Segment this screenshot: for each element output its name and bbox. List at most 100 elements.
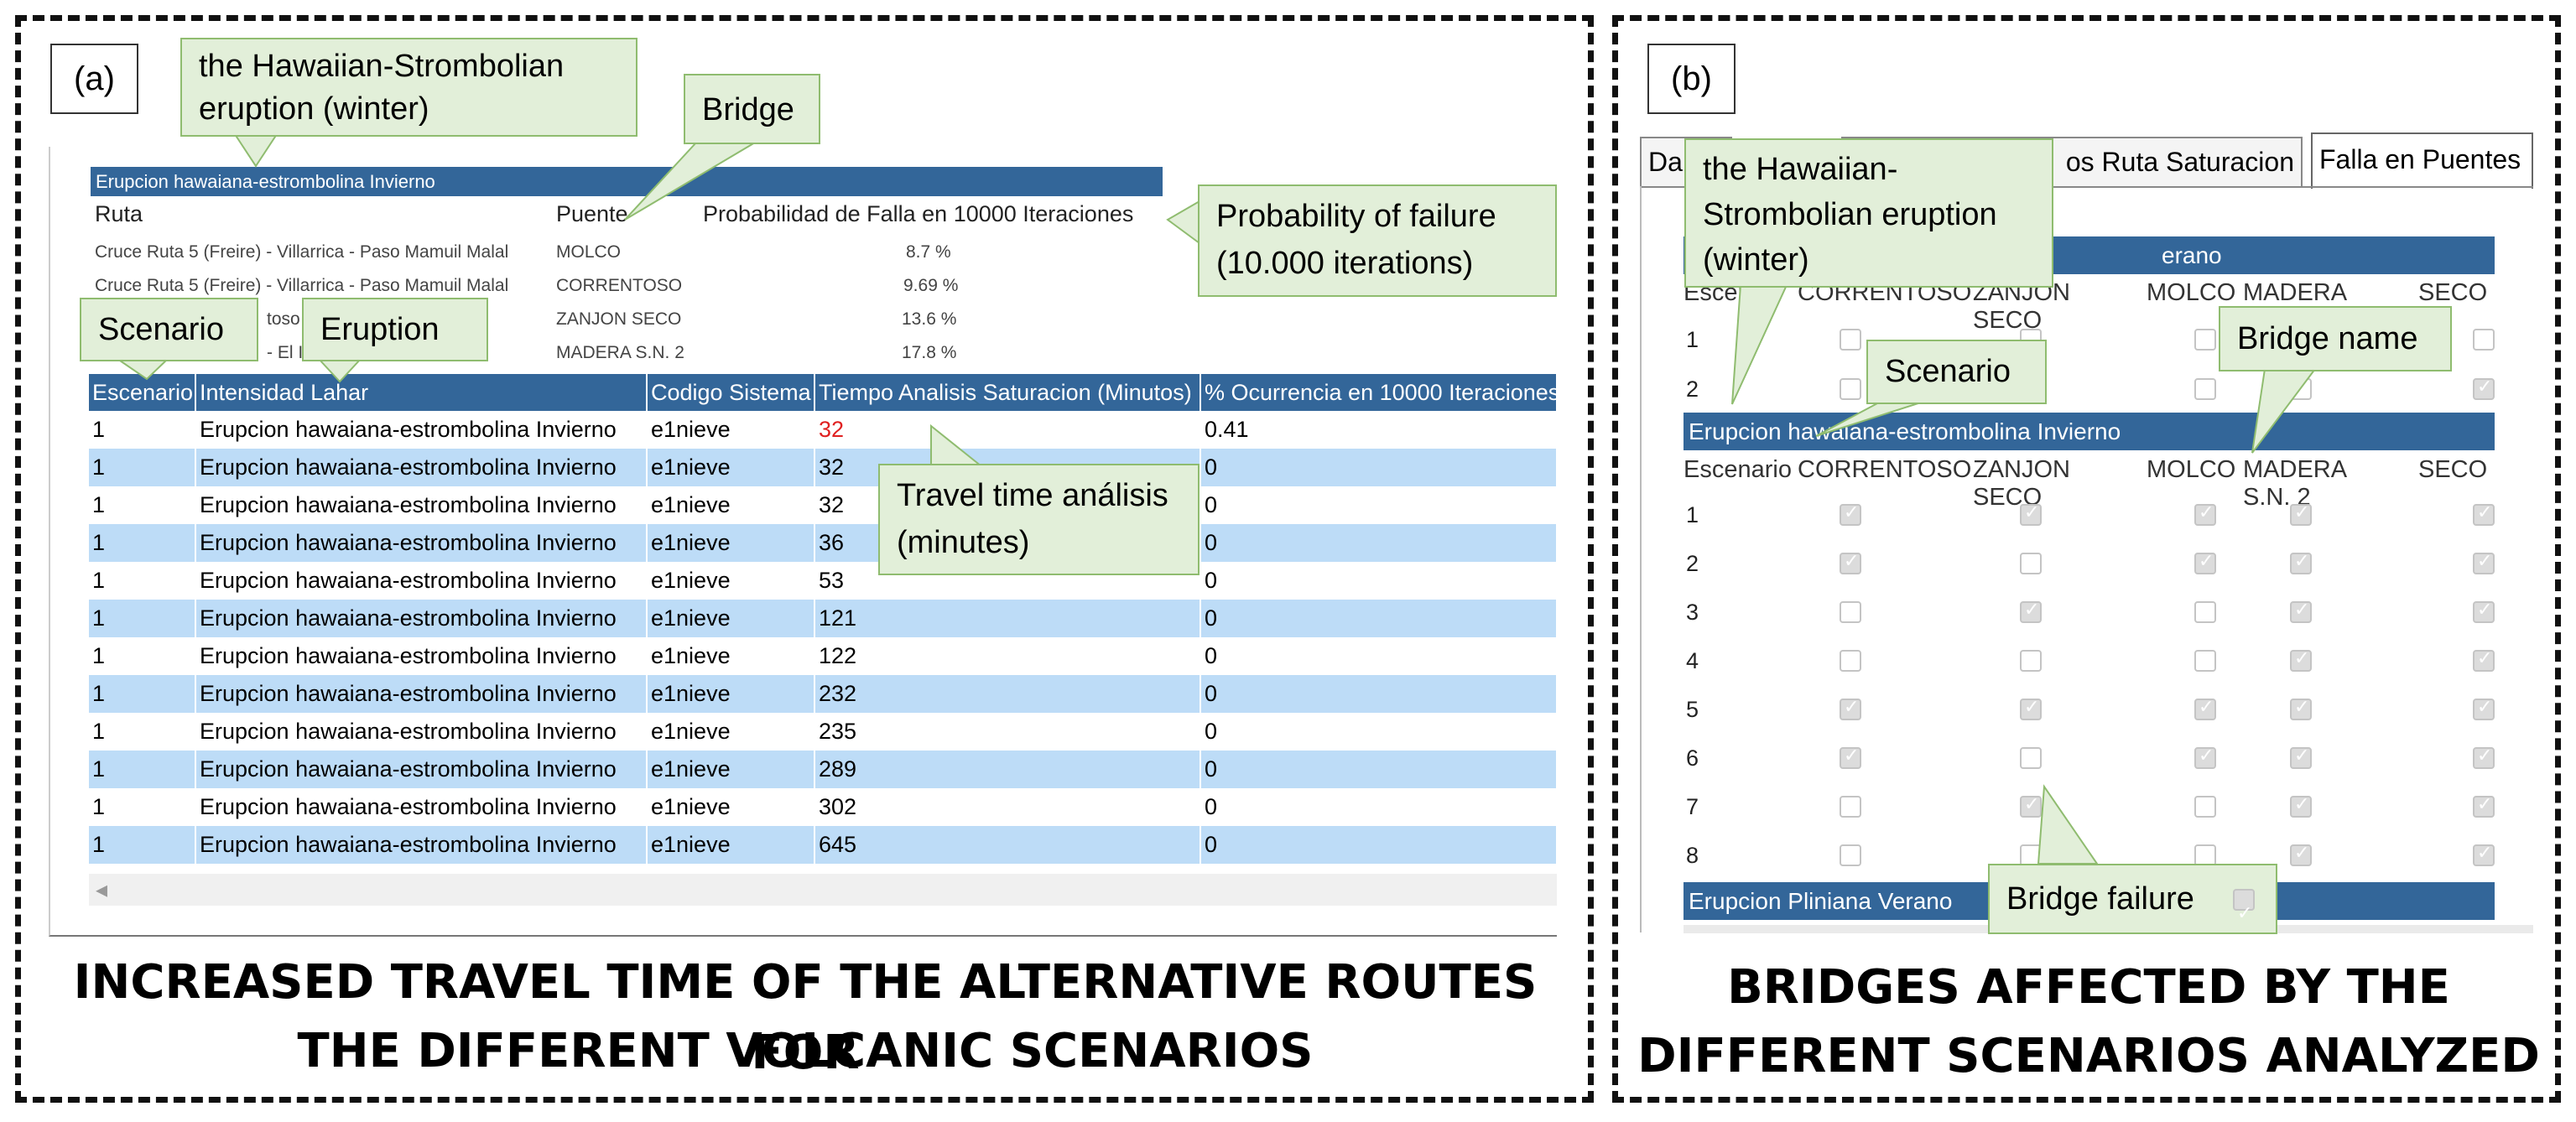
bridge-failure-checkbox[interactable] xyxy=(2473,745,2495,769)
cell-codigo: e1nieve xyxy=(647,600,815,637)
col-intensidad[interactable]: Intensidad Lahar xyxy=(195,374,648,411)
horizontal-scrollbar[interactable]: ◂ xyxy=(89,874,1557,906)
cell-escenario: 1 xyxy=(89,449,196,486)
col-molco: MOLCO xyxy=(2147,279,2236,306)
bridge-failure-checkbox[interactable] xyxy=(2194,378,2216,400)
bridge-failure-checkbox[interactable] xyxy=(1840,844,1861,866)
bridge-failure-checkbox[interactable] xyxy=(2194,745,2216,769)
bridge-failure-checkbox[interactable] xyxy=(2473,648,2495,672)
table-row[interactable]: 1 Erupcion hawaiana-estrombolina Invierno… xyxy=(89,751,1558,788)
prob-row-ruta: - El I xyxy=(267,343,304,362)
prob-row-puente: MOLCO xyxy=(556,242,622,262)
bridge-failure-checkbox[interactable] xyxy=(1840,601,1861,623)
bridge-failure-checkbox[interactable] xyxy=(2473,329,2495,351)
bridge-failure-checkbox[interactable] xyxy=(2290,697,2312,720)
col-codigo[interactable]: Codigo Sistema xyxy=(647,374,815,411)
bridge-failure-checkbox[interactable] xyxy=(2473,600,2495,623)
bridge-failure-checkbox[interactable] xyxy=(1840,796,1861,818)
cell-ocurrencia: 0 xyxy=(1200,486,1558,524)
cell-escenario: 1 xyxy=(89,411,196,449)
tab-falla-puentes[interactable]: Falla en Puentes xyxy=(2311,132,2533,189)
bridge-failure-checkbox[interactable] xyxy=(2194,601,2216,623)
bridge-failure-checkbox[interactable] xyxy=(2194,650,2216,672)
table-row[interactable]: 1 Erupcion hawaiana-estrombolina Invierno… xyxy=(89,562,1558,600)
bridge-failure-checkbox[interactable] xyxy=(2194,502,2216,526)
cell-codigo: e1nieve xyxy=(647,675,815,713)
col-seco: SECO xyxy=(2418,456,2488,483)
bridge-failure-checkbox[interactable] xyxy=(2194,329,2216,351)
table-row[interactable]: 1 Erupcion hawaiana-estrombolina Invierno… xyxy=(89,600,1558,637)
bridge-failure-checkbox[interactable] xyxy=(2473,551,2495,574)
bridge-failure-checkbox[interactable] xyxy=(2020,600,2042,623)
table-row[interactable]: 1 Erupcion hawaiana-estrombolina Invierno… xyxy=(89,788,1558,826)
cell-escenario: 1 xyxy=(89,637,196,675)
callout-eruption: Eruption xyxy=(302,298,488,361)
bridge-failure-checkbox[interactable] xyxy=(2020,697,2042,720)
prob-row-puente: ZANJON SECO xyxy=(556,309,682,329)
table-row[interactable]: 1 Erupcion hawaiana-estrombolina Invierno… xyxy=(89,637,1558,675)
cell-tiempo: 302 xyxy=(814,788,1201,826)
callout-bridge-name: Bridge name xyxy=(2219,306,2452,371)
callout-bridge: Bridge xyxy=(684,74,820,144)
caption-a-line2: THE DIFFERENT VOLCANIC SCENARIOS xyxy=(297,1024,1314,1078)
bridge-failure-checkbox[interactable] xyxy=(2290,551,2312,574)
bridge-failure-checkbox[interactable] xyxy=(1840,745,1861,769)
bridge-failure-checkbox[interactable] xyxy=(1840,650,1861,672)
bridge-failure-checkbox[interactable] xyxy=(2290,648,2312,672)
bridge-failure-checkbox[interactable] xyxy=(2020,747,2042,769)
bridge-failure-checkbox[interactable] xyxy=(2290,843,2312,866)
table-row[interactable]: 1 Erupcion hawaiana-estrombolina Invierno… xyxy=(89,675,1558,713)
bridge-failure-checkbox[interactable] xyxy=(2194,796,2216,818)
table-row[interactable]: 1 Erupcion hawaiana-estrombolina Invierno… xyxy=(89,826,1558,864)
cell-codigo: e1nieve xyxy=(647,751,815,788)
bridge-failure-checkbox[interactable] xyxy=(2020,794,2042,818)
bridge-failure-checkbox[interactable] xyxy=(2194,844,2216,866)
bridge-failure-checkbox[interactable] xyxy=(2290,745,2312,769)
bridge-failure-checkbox[interactable] xyxy=(2473,697,2495,720)
bridge-failure-checkbox[interactable] xyxy=(2290,502,2312,526)
bridge-failure-checkbox[interactable] xyxy=(2473,794,2495,818)
bridge-failure-checkbox[interactable] xyxy=(2473,502,2495,526)
col-ocurrencia[interactable]: % Ocurrencia en 10000 Iteraciones xyxy=(1200,374,1558,411)
prob-row-puente: MADERA S.N. 2 xyxy=(556,343,684,362)
panel-b-frame xyxy=(1612,15,2561,1103)
cell-codigo: e1nieve xyxy=(647,524,815,562)
bridge-failure-checkbox[interactable] xyxy=(2473,843,2495,866)
cell-tiempo: 235 xyxy=(814,713,1201,751)
bridge-failure-checkbox[interactable] xyxy=(2194,551,2216,574)
bridge-failure-checkbox[interactable] xyxy=(2020,502,2042,526)
bridge-failure-checkbox[interactable] xyxy=(1840,378,1861,400)
cell-intensidad: Erupcion hawaiana-estrombolina Invierno xyxy=(195,637,648,675)
cell-tiempo: 645 xyxy=(814,826,1201,864)
cell-escenario: 1 xyxy=(89,788,196,826)
bridge-failure-checkbox[interactable] xyxy=(2290,794,2312,818)
callout-scenario-b: Scenario xyxy=(1866,340,2047,404)
prob-row-ruta: Cruce Ruta 5 (Freire) - Villarrica - Pas… xyxy=(95,242,509,262)
cell-intensidad: Erupcion hawaiana-estrombolina Invierno xyxy=(195,449,648,486)
bridge-failure-checkbox[interactable] xyxy=(2194,697,2216,720)
col-correntoso: CORRENTOSO xyxy=(1798,456,1972,483)
bridge-failure-checkbox[interactable] xyxy=(1840,697,1861,720)
bridge-failure-checkbox[interactable] xyxy=(1840,502,1861,526)
table-row[interactable]: 1 Erupcion hawaiana-estrombolina Invierno… xyxy=(89,411,1558,449)
col-tiempo[interactable]: Tiempo Analisis Saturacion (Minutos) xyxy=(814,374,1201,411)
bridge-failure-checkbox[interactable] xyxy=(1840,551,1861,574)
bridge-failure-checkbox[interactable] xyxy=(2020,553,2042,574)
cell-ocurrencia: 0 xyxy=(1200,788,1558,826)
bridge-failure-checkbox[interactable] xyxy=(2290,600,2312,623)
bridge-failure-checkbox[interactable] xyxy=(1840,329,1861,351)
cell-ocurrencia: 0 xyxy=(1200,600,1558,637)
bridge-failure-checkbox[interactable] xyxy=(2473,377,2495,400)
prob-row-value: 17.8 % xyxy=(902,343,957,362)
pointer-bridge-failure xyxy=(2037,784,2099,865)
cell-ocurrencia: 0 xyxy=(1200,524,1558,562)
cell-intensidad: Erupcion hawaiana-estrombolina Invierno xyxy=(195,826,648,864)
cell-ocurrencia: 0.41 xyxy=(1200,411,1558,449)
col-escenario[interactable]: Escenario xyxy=(89,374,196,411)
table-row[interactable]: 1 Erupcion hawaiana-estrombolina Invierno… xyxy=(89,713,1558,751)
bridge-failure-checkbox[interactable] xyxy=(2020,650,2042,672)
cell-codigo: e1nieve xyxy=(647,486,815,524)
scroll-left-icon[interactable]: ◂ xyxy=(96,876,108,902)
table-header-row: Escenario Intensidad Lahar Codigo Sistem… xyxy=(89,374,1558,411)
cell-ocurrencia: 0 xyxy=(1200,826,1558,864)
